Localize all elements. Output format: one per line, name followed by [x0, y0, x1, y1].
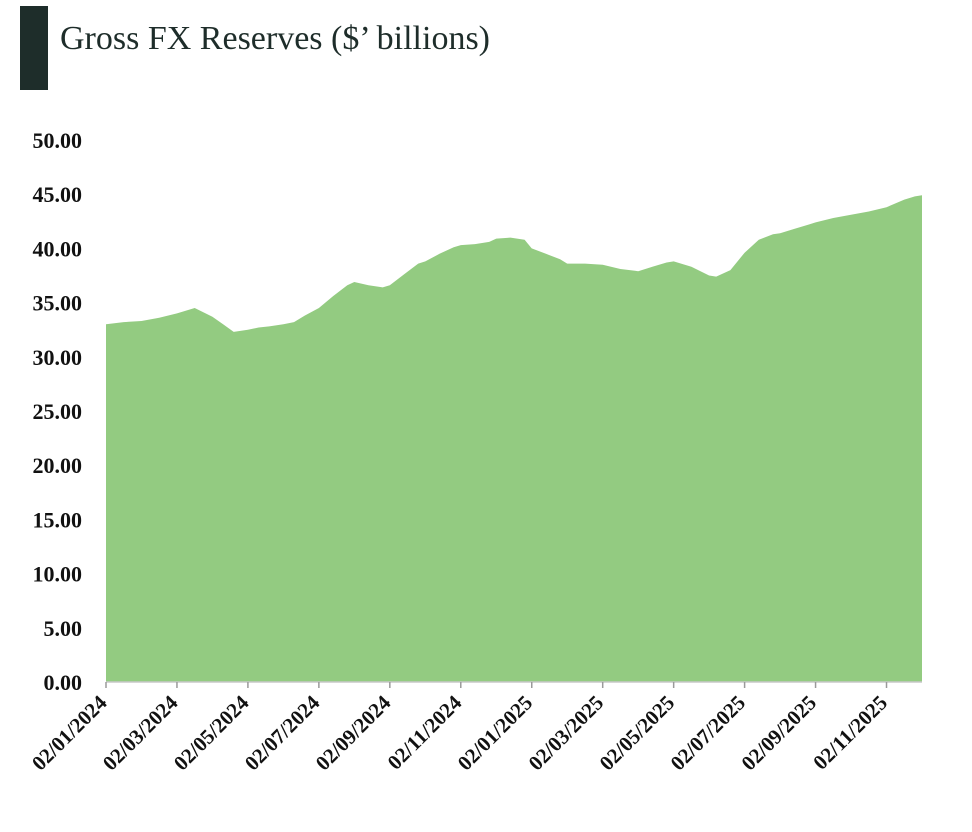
x-tick-label: 02/11/2025 — [808, 691, 892, 775]
y-tick-label: 20.00 — [33, 453, 83, 478]
x-tick-label: 02/05/2025 — [595, 691, 680, 776]
chart-title: Gross FX Reserves ($’ billions) — [60, 20, 490, 57]
area-series-gross-fx-reserves — [106, 195, 922, 683]
x-tick-label: 02/03/2025 — [524, 691, 609, 776]
y-tick-label: 45.00 — [33, 182, 83, 207]
title-accent-bar — [20, 6, 48, 90]
y-tick-label: 35.00 — [33, 291, 83, 316]
x-tick-label: 02/07/2025 — [666, 691, 751, 776]
y-tick-label: 5.00 — [44, 616, 83, 641]
x-tick-label: 02/05/2024 — [169, 690, 254, 775]
y-tick-label: 0.00 — [44, 670, 83, 695]
x-axis: 02/01/202402/03/202402/05/202402/07/2024… — [27, 681, 922, 776]
y-axis-ticks: 0.00 5.00 10.00 15.00 20.00 25.00 30.00 35.00 40… — [33, 128, 83, 695]
x-tick-label: 02/11/2024 — [383, 690, 467, 774]
y-tick-label: 50.00 — [33, 128, 83, 153]
plot-area — [106, 195, 922, 683]
y-tick-label: 15.00 — [33, 507, 83, 532]
y-tick-label: 40.00 — [33, 236, 83, 261]
y-tick-label: 10.00 — [33, 562, 83, 587]
y-tick-label: 30.00 — [33, 345, 83, 370]
x-tick-label: 02/09/2025 — [736, 691, 821, 776]
x-tick-label: 02/09/2024 — [311, 690, 396, 775]
x-tick-label: 02/01/2025 — [453, 691, 538, 776]
y-tick-label: 25.00 — [33, 399, 83, 424]
x-tick-label: 02/01/2024 — [27, 690, 112, 775]
x-tick-label: 02/07/2024 — [240, 690, 325, 775]
x-tick-label: 02/03/2024 — [98, 690, 183, 775]
